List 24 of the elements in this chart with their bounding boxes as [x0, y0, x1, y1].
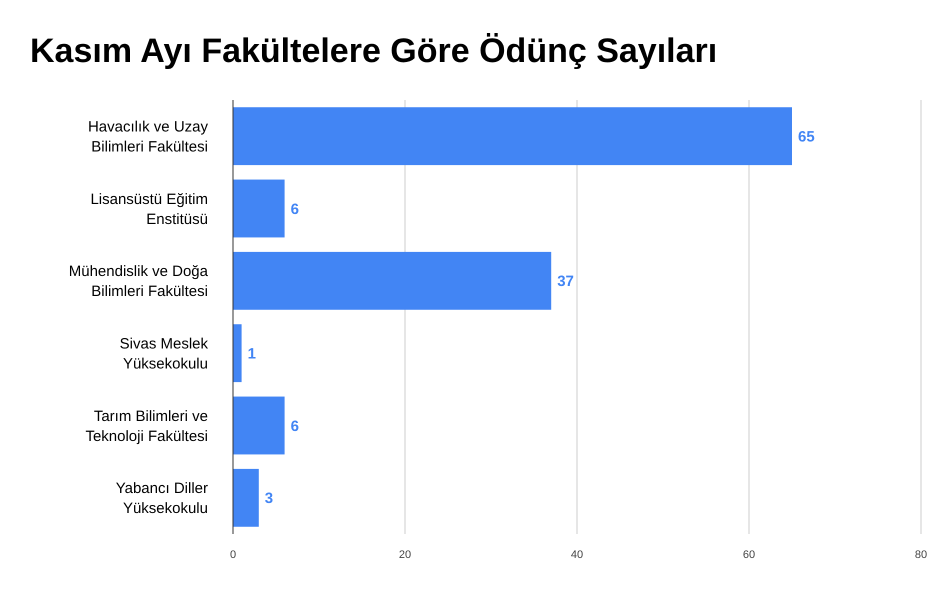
x-tick-label: 20 [398, 549, 412, 561]
data-label: 65 [798, 128, 815, 146]
data-label: 6 [290, 418, 299, 435]
bar [233, 468, 259, 527]
y-tick-label: Tarım Bilimleri ve Teknoloji Fakültesi [85, 408, 208, 445]
bar [233, 107, 792, 166]
x-tick-label: 40 [570, 549, 584, 561]
data-label: 1 [248, 345, 256, 362]
bar [233, 324, 242, 382]
x-tick-label: 0 [230, 549, 236, 561]
y-tick-label: Lisansüstü Eğitim Enstitüsü [90, 190, 208, 228]
bar [233, 396, 285, 454]
bar [233, 180, 285, 238]
data-label: 37 [557, 273, 574, 290]
bar [233, 252, 552, 310]
x-tick-label: 60 [742, 549, 756, 561]
y-tick-label: Mühendislik ve Doğa Bilimleri Fakültesi [68, 263, 209, 300]
y-tick-label: Yabancı Diller Yüksekokulu [116, 480, 208, 518]
data-label: 3 [264, 490, 274, 508]
y-tick-label: Havacılık ve Uzay Bilimleri Fakültesi [88, 118, 208, 156]
y-tick-label: Sivas Meslek Yüksekokulu [120, 335, 208, 372]
x-tick-label: 80 [914, 549, 928, 561]
data-label: 6 [290, 200, 299, 218]
chart-title: Kasım Ayı Fakültelere Göre Ödünç Sayıları [30, 32, 718, 70]
